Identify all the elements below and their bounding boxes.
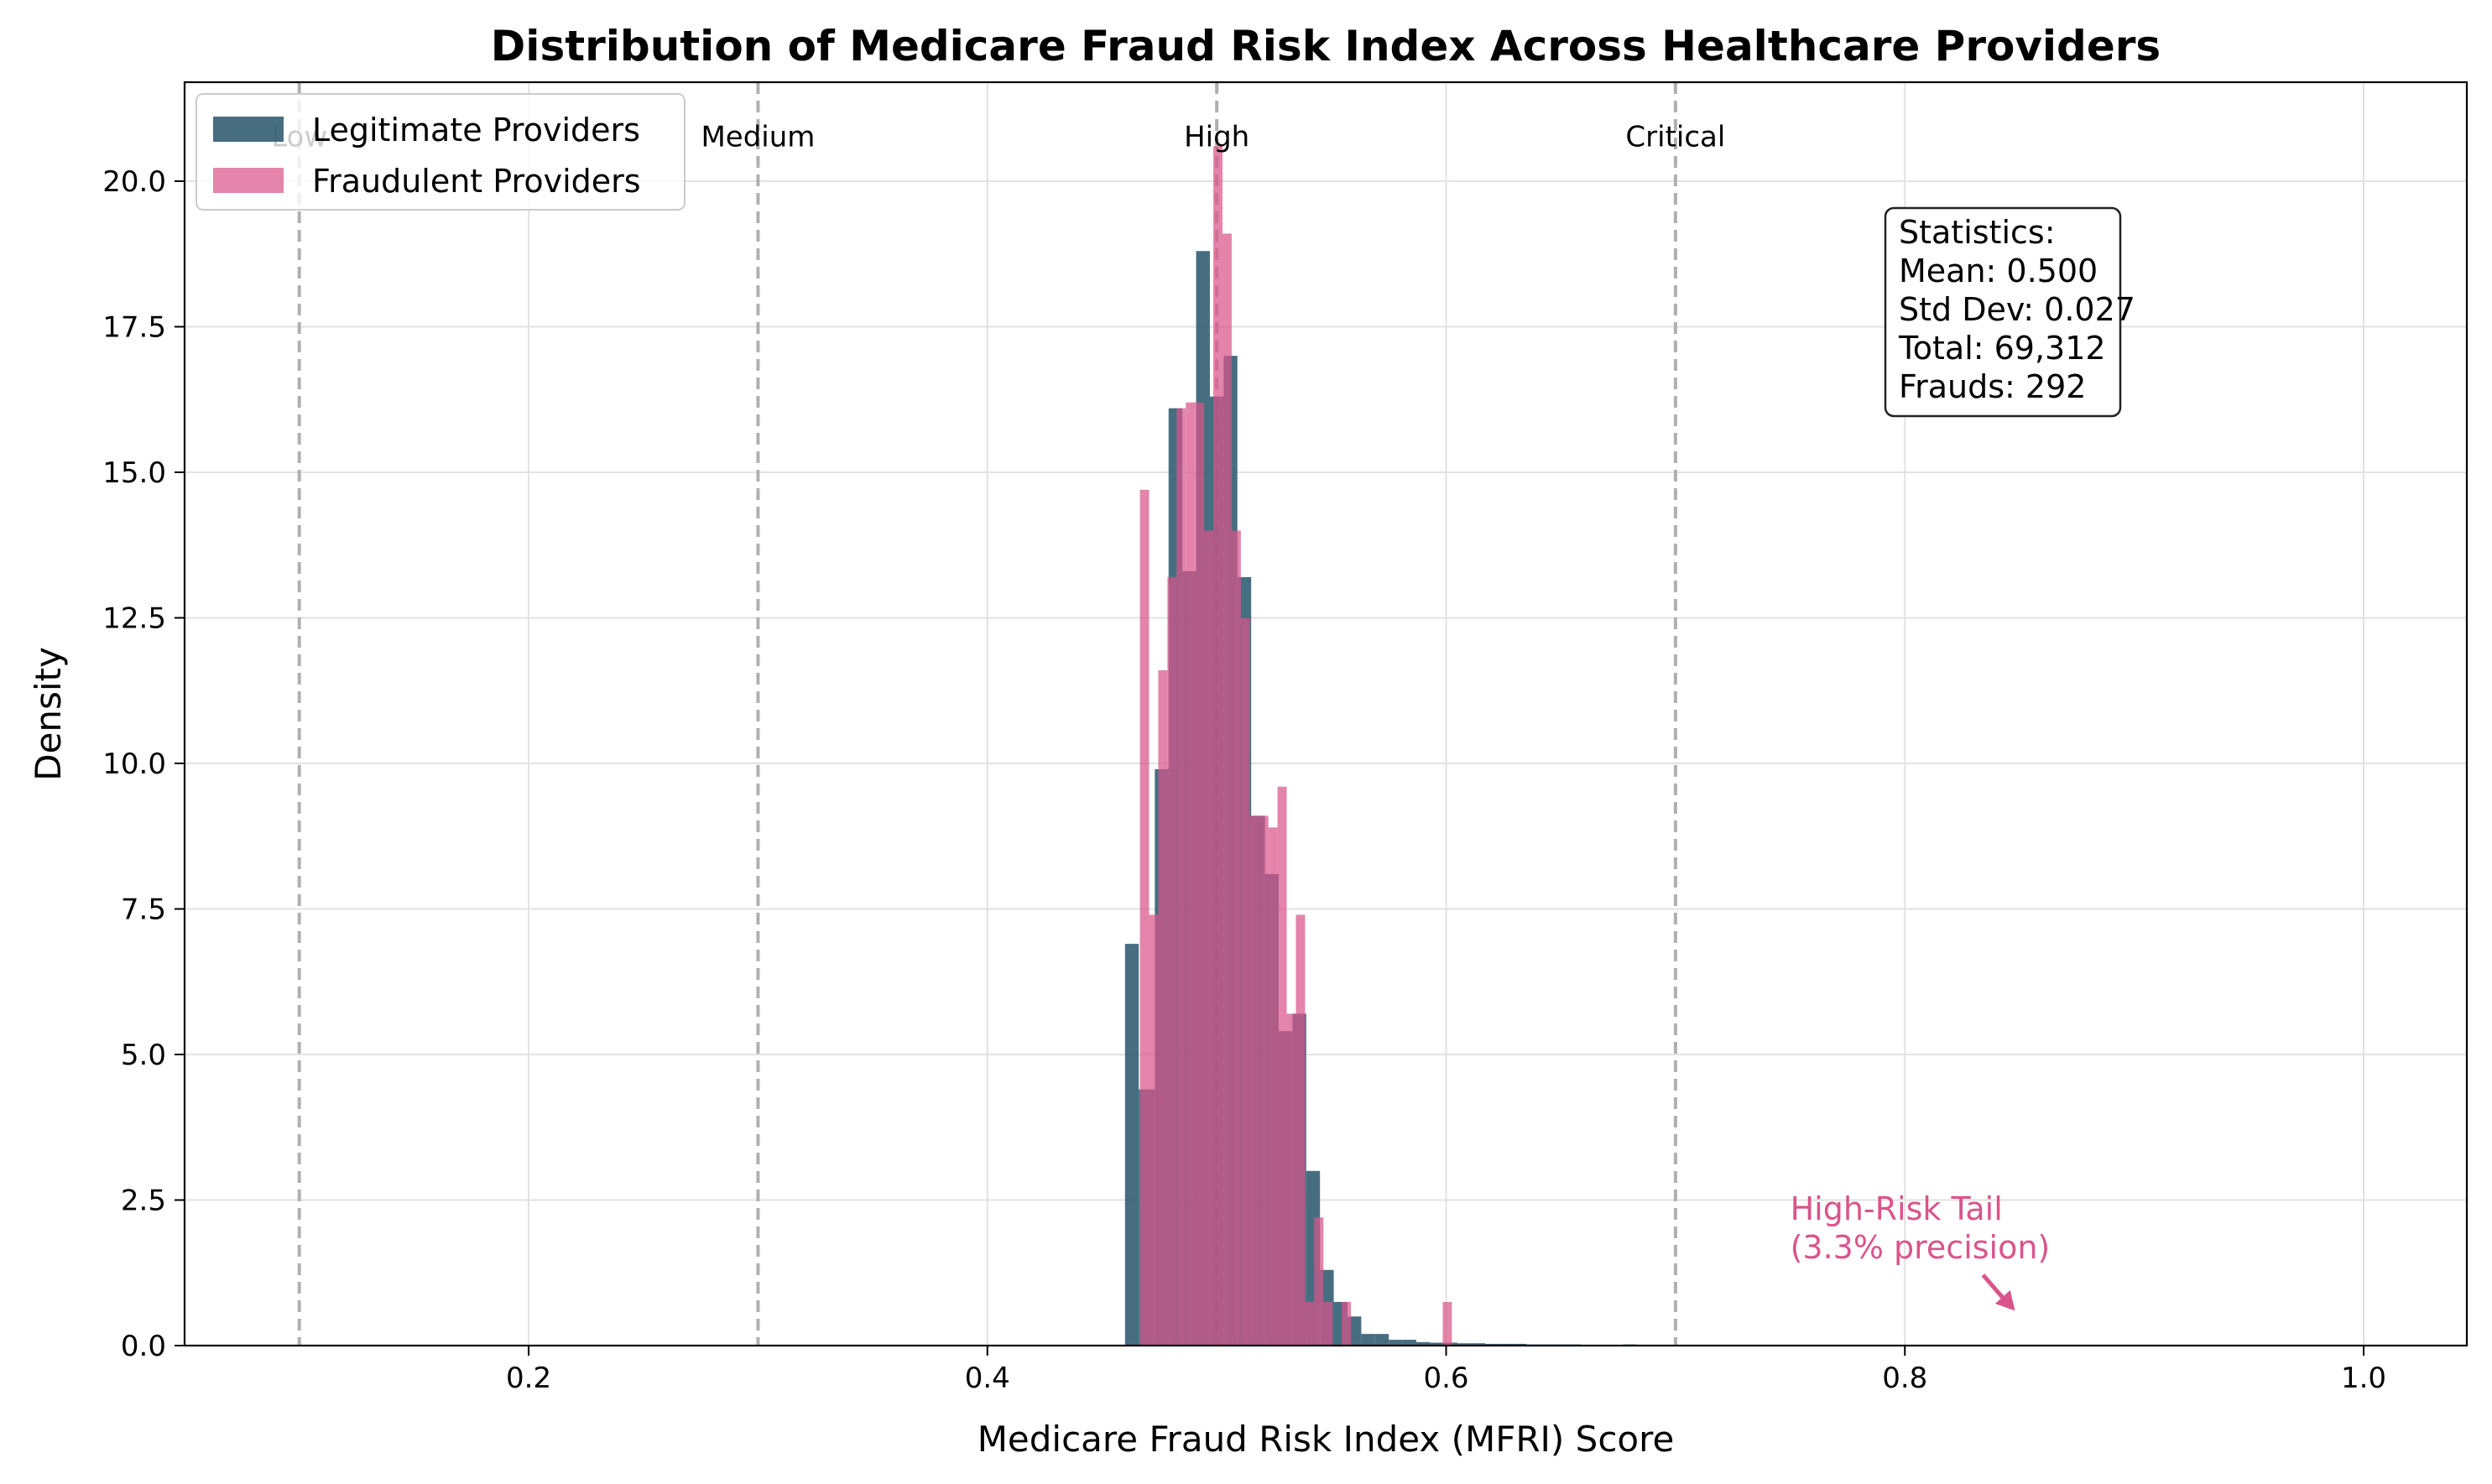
fraudulent-bar xyxy=(1231,530,1241,1346)
legitimate-bar xyxy=(1457,1343,1472,1346)
legend: Legitimate Providers Fraudulent Provider… xyxy=(196,93,686,211)
y-tick-label: 12.5 xyxy=(102,601,166,635)
fraudulent-bar xyxy=(1222,233,1232,1346)
fraudulent-bar xyxy=(1314,1217,1324,1346)
y-tick-label: 17.5 xyxy=(102,310,166,344)
fraudulent-bar xyxy=(1167,576,1177,1346)
legend-swatch-legitimate xyxy=(213,117,284,142)
y-tick-label: 5.0 xyxy=(121,1039,166,1072)
legitimate-bar xyxy=(1430,1342,1444,1346)
annotation-line-1: High-Risk Tail xyxy=(1791,1190,2003,1227)
legitimate-bar xyxy=(1471,1343,1485,1346)
fraudulent-bar xyxy=(1259,815,1269,1346)
x-tick-label: 0.4 xyxy=(965,1362,1010,1395)
fraudulent-bar xyxy=(1442,1301,1452,1346)
y-tick-label: 2.5 xyxy=(121,1184,166,1217)
fraudulent-bar xyxy=(1277,786,1287,1346)
y-axis-ticks: 0.0 2.5 5.0 7.5 10.0 12.5 15.0 17.5 20.0 xyxy=(102,165,185,1363)
fraudulent-bar xyxy=(1240,617,1250,1346)
legitimate-bar xyxy=(1124,944,1139,1346)
high-risk-tail-annotation: High-Risk Tail (3.3% precision) xyxy=(1791,1190,2051,1311)
legend-swatch-fraudulent xyxy=(213,168,284,193)
fraudulent-bar xyxy=(1176,408,1186,1346)
y-tick-label: 10.0 xyxy=(102,747,166,781)
plot-frame xyxy=(183,81,2469,1347)
legend-box xyxy=(196,93,686,211)
fraudulent-bar xyxy=(1249,815,1259,1346)
zone-label-high: High xyxy=(1184,120,1249,154)
x-tick-label: 1.0 xyxy=(2341,1362,2386,1395)
fraudulent-providers-bars xyxy=(1139,146,1452,1346)
y-tick-label: 0.0 xyxy=(121,1330,166,1363)
statistics-mean: Mean: 0.500 xyxy=(1899,253,2098,289)
fraudulent-bar xyxy=(1158,669,1168,1346)
statistics-std-dev: Std Dev: 0.027 xyxy=(1899,291,2135,328)
x-tick-label: 0.8 xyxy=(1882,1362,1927,1395)
x-axis-ticks: 0.2 0.4 0.6 0.8 1.0 xyxy=(506,1346,2386,1395)
fraudulent-bar xyxy=(1149,914,1159,1346)
legitimate-bar xyxy=(1374,1334,1389,1346)
legitimate-bar xyxy=(1389,1340,1403,1346)
statistics-box-frame xyxy=(1884,206,2122,418)
fraudulent-bar xyxy=(1342,1301,1352,1346)
x-tick-label: 0.6 xyxy=(1423,1362,1468,1395)
fraudulent-bar xyxy=(1139,489,1150,1346)
zone-label-critical: Critical xyxy=(1625,120,1725,154)
fraudulent-bar xyxy=(1286,1013,1296,1346)
fraudulent-bar xyxy=(1186,402,1196,1346)
y-tick-label: 20.0 xyxy=(102,165,166,199)
statistics-box: Statistics: Mean: 0.500 Std Dev: 0.027 T… xyxy=(1884,206,2135,418)
annotation-arrow-head xyxy=(1994,1289,2015,1311)
grid-lines xyxy=(185,82,2467,1346)
x-axis-label: Medicare Fraud Risk Index (MFRI) Score xyxy=(978,1419,1675,1460)
x-tick-label: 0.2 xyxy=(506,1362,551,1395)
statistics-frauds: Frauds: 292 xyxy=(1899,368,2086,405)
chart-title: Distribution of Medicare Fraud Risk Inde… xyxy=(491,22,2161,70)
statistics-heading: Statistics: xyxy=(1899,214,2056,251)
fraudulent-bar xyxy=(1195,402,1205,1346)
fraudulent-bar xyxy=(1204,530,1214,1346)
fraudulent-bar xyxy=(1268,827,1278,1346)
y-tick-label: 7.5 xyxy=(121,893,166,926)
legitimate-bar xyxy=(1402,1340,1416,1346)
legend-label-fraudulent: Fraudulent Providers xyxy=(312,163,641,200)
y-axis-label: Density xyxy=(28,647,69,781)
legitimate-bar xyxy=(1361,1334,1375,1346)
fraudulent-bar xyxy=(1213,146,1223,1346)
legitimate-bar xyxy=(1415,1341,1431,1346)
legend-label-legitimate: Legitimate Providers xyxy=(312,112,640,148)
annotation-line-2: (3.3% precision) xyxy=(1791,1229,2051,1266)
y-tick-label: 15.0 xyxy=(102,456,166,490)
statistics-total: Total: 69,312 xyxy=(1898,330,2106,367)
fraudulent-bar xyxy=(1305,1301,1315,1346)
fraudulent-bar xyxy=(1296,914,1306,1346)
zone-label-medium: Medium xyxy=(701,120,815,154)
fraudulent-bar xyxy=(1323,1301,1333,1346)
